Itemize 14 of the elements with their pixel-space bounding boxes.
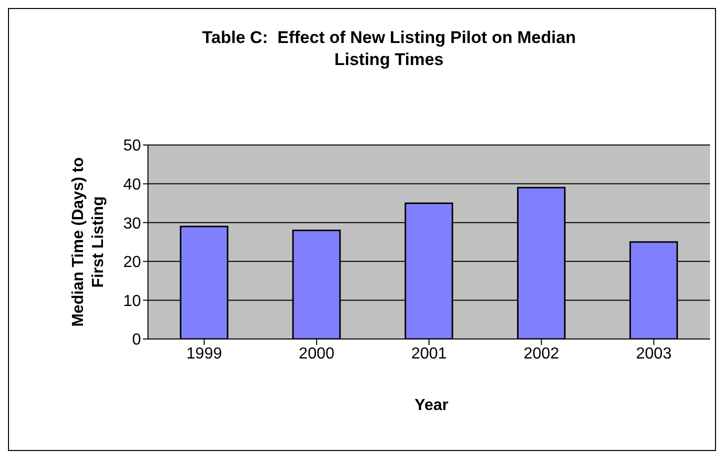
y-axis-title: Median Time (Days) to First Listing	[69, 156, 108, 329]
y-tick-label: 10	[123, 292, 142, 310]
x-tick-label: 2000	[298, 345, 334, 362]
x-tick-label: 2002	[524, 345, 560, 362]
y-tick-label: 40	[123, 176, 142, 194]
y-tick-label: 50	[123, 138, 142, 155]
x-tick-label: 2001	[411, 345, 447, 362]
x-tick-label: 1999	[186, 345, 222, 362]
y-tick-label: 20	[123, 254, 142, 272]
y-tick-label: 0	[132, 332, 142, 349]
x-axis-title: Year	[414, 397, 450, 415]
y-tick-label: 30	[123, 215, 142, 232]
x-tick-label: 2003	[636, 345, 672, 362]
chart-title: Table C: Effect of New Listing Pilot on Median Listing Times	[201, 27, 577, 71]
